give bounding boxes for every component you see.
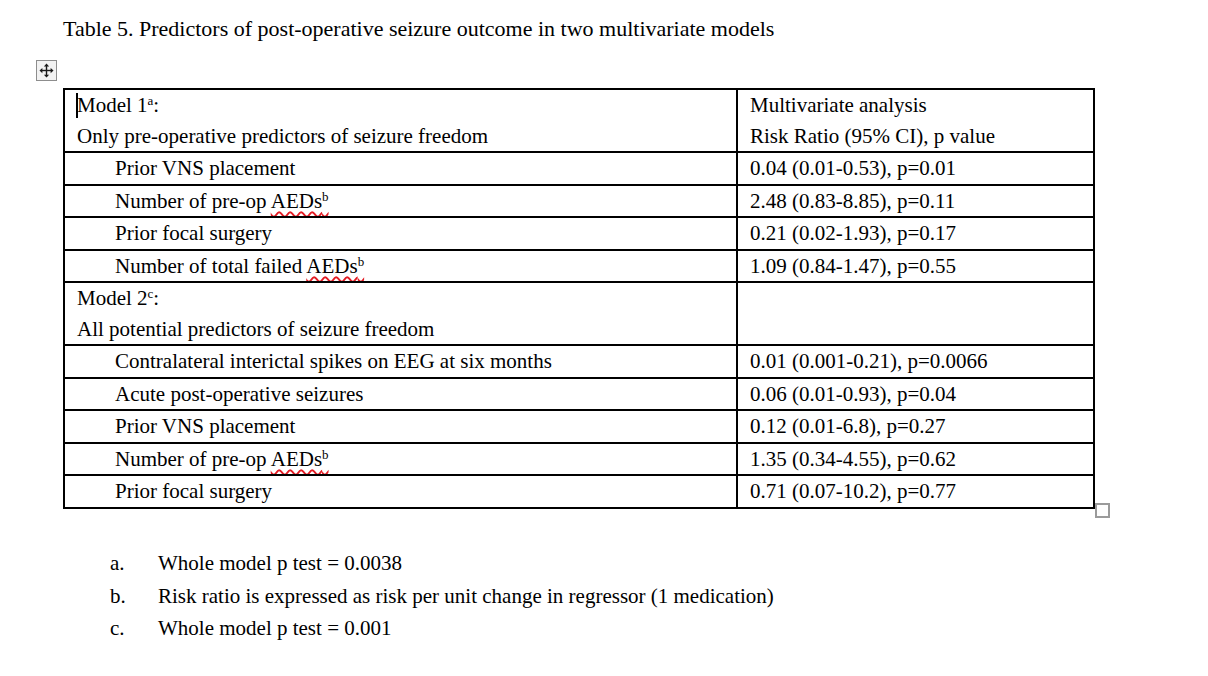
misspelled-word: AEDsb bbox=[271, 189, 329, 213]
value-cell[interactable]: 0.12 (0.01-6.8), p=0.27 bbox=[737, 410, 1094, 443]
document-page: Table 5. Predictors of post-operative se… bbox=[0, 0, 1208, 676]
text-cursor bbox=[76, 93, 78, 118]
footnote-text: Risk ratio is expressed as risk per unit… bbox=[158, 580, 774, 613]
value-cell[interactable]: 0.06 (0.01-0.93), p=0.04 bbox=[737, 378, 1094, 411]
predictor-cell[interactable]: Number of pre-op AEDsb bbox=[64, 443, 737, 476]
misspelled-word: AEDsb bbox=[306, 254, 364, 278]
predictor-cell[interactable]: Number of pre-op AEDsb bbox=[64, 185, 737, 218]
table-row: Prior VNS placement 0.12 (0.01-6.8), p=0… bbox=[64, 410, 1094, 443]
model1-header-cell[interactable]: Model 1a: Only pre-operative predictors … bbox=[64, 89, 737, 152]
table-caption[interactable]: Table 5. Predictors of post-operative se… bbox=[63, 16, 774, 42]
table-row: Number of pre-op AEDsb 2.48 (0.83-8.85),… bbox=[64, 185, 1094, 218]
footnote-item[interactable]: a. Whole model p test = 0.0038 bbox=[110, 547, 774, 580]
predictor-cell[interactable]: Prior VNS placement bbox=[64, 152, 737, 185]
table-resize-handle[interactable] bbox=[1095, 503, 1110, 518]
analysis-header-line2: Risk Ratio (95% CI), p value bbox=[750, 121, 1093, 152]
section-subtitle: All potential predictors of seizure free… bbox=[77, 314, 736, 345]
footnote-marker: a. bbox=[110, 547, 158, 580]
footnote-text: Whole model p test = 0.001 bbox=[158, 612, 391, 645]
footnote-text: Whole model p test = 0.0038 bbox=[158, 547, 402, 580]
table-row: Number of pre-op AEDsb 1.35 (0.34-4.55),… bbox=[64, 443, 1094, 476]
value-cell[interactable]: 0.04 (0.01-0.53), p=0.01 bbox=[737, 152, 1094, 185]
table-row: Acute post-operative seizures 0.06 (0.01… bbox=[64, 378, 1094, 411]
footnotes: a. Whole model p test = 0.0038 b. Risk r… bbox=[110, 547, 774, 645]
table-row: Contralateral interictal spikes on EEG a… bbox=[64, 345, 1094, 378]
value-cell[interactable]: 1.35 (0.34-4.55), p=0.62 bbox=[737, 443, 1094, 476]
value-cell[interactable]: 2.48 (0.83-8.85), p=0.11 bbox=[737, 185, 1094, 218]
predictor-cell[interactable]: Number of total failed AEDsb bbox=[64, 250, 737, 283]
value-cell[interactable]: 1.09 (0.84-1.47), p=0.55 bbox=[737, 250, 1094, 283]
predictor-cell[interactable]: Prior focal surgery bbox=[64, 475, 737, 508]
analysis-header-cell[interactable]: Multivariate analysis Risk Ratio (95% CI… bbox=[737, 89, 1094, 152]
value-cell[interactable]: 0.71 (0.07-10.2), p=0.77 bbox=[737, 475, 1094, 508]
model2-header-cell[interactable]: Model 2c: All potential predictors of se… bbox=[64, 282, 737, 345]
empty-cell[interactable] bbox=[737, 282, 1094, 345]
move-icon bbox=[39, 63, 54, 78]
table-row: Model 2c: All potential predictors of se… bbox=[64, 282, 1094, 345]
footnote-marker: c. bbox=[110, 612, 158, 645]
table-row: Prior VNS placement 0.04 (0.01-0.53), p=… bbox=[64, 152, 1094, 185]
predictor-cell[interactable]: Contralateral interictal spikes on EEG a… bbox=[64, 345, 737, 378]
table-row: Prior focal surgery 0.71 (0.07-10.2), p=… bbox=[64, 475, 1094, 508]
footnote-item[interactable]: c. Whole model p test = 0.001 bbox=[110, 612, 774, 645]
table-move-handle[interactable] bbox=[36, 60, 57, 81]
table-row: Model 1a: Only pre-operative predictors … bbox=[64, 89, 1094, 152]
predictor-cell[interactable]: Acute post-operative seizures bbox=[64, 378, 737, 411]
table-row: Number of total failed AEDsb 1.09 (0.84-… bbox=[64, 250, 1094, 283]
section-title: Model 1a: bbox=[77, 90, 736, 121]
value-cell[interactable]: 0.21 (0.02-1.93), p=0.17 bbox=[737, 217, 1094, 250]
results-table: Model 1a: Only pre-operative predictors … bbox=[63, 88, 1095, 509]
value-cell[interactable]: 0.01 (0.001-0.21), p=0.0066 bbox=[737, 345, 1094, 378]
table-row: Prior focal surgery 0.21 (0.02-1.93), p=… bbox=[64, 217, 1094, 250]
misspelled-word: AEDsb bbox=[271, 447, 329, 471]
predictor-cell[interactable]: Prior VNS placement bbox=[64, 410, 737, 443]
section-title: Model 2c: bbox=[77, 283, 736, 314]
footnote-item[interactable]: b. Risk ratio is expressed as risk per u… bbox=[110, 580, 774, 613]
footnote-marker: b. bbox=[110, 580, 158, 613]
analysis-header-line1: Multivariate analysis bbox=[750, 90, 1093, 121]
section-subtitle: Only pre-operative predictors of seizure… bbox=[77, 121, 736, 152]
predictor-cell[interactable]: Prior focal surgery bbox=[64, 217, 737, 250]
